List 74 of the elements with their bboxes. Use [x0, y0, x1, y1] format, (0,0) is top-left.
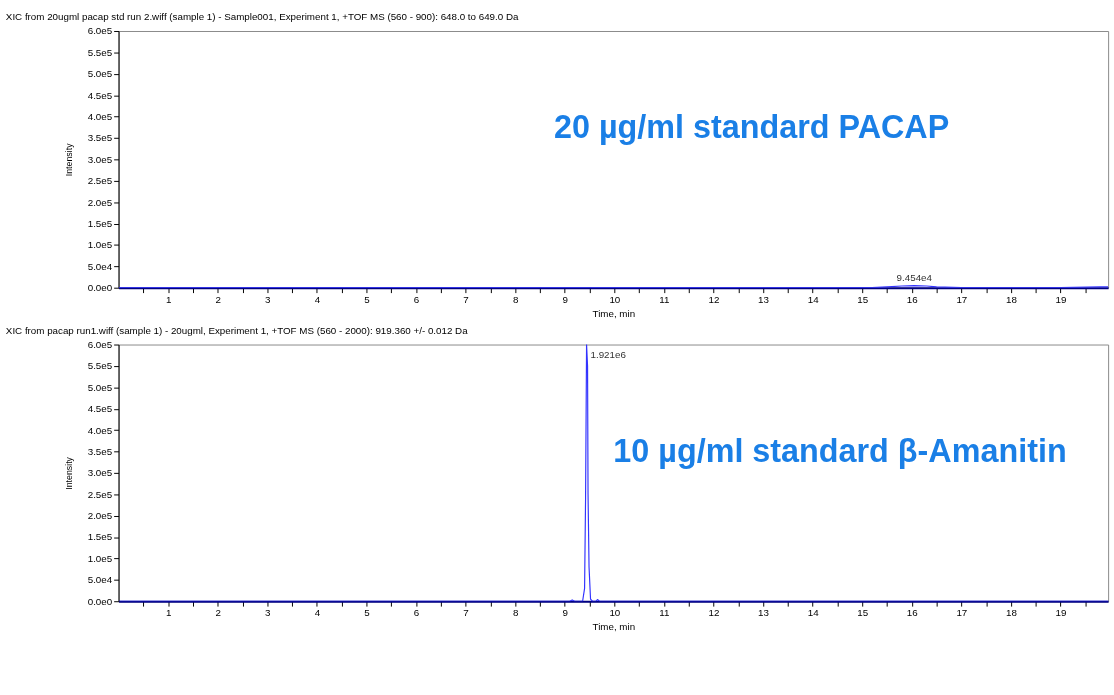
x-tick-label: 1	[165, 607, 172, 619]
x-tick-label: 5	[364, 293, 371, 305]
y-tick-label: 5.5e5	[87, 360, 113, 372]
y-tick-label: 4.0e5	[87, 111, 113, 122]
x-tick-label: 10	[609, 607, 621, 619]
y-tick-label: 3.5e5	[87, 445, 113, 457]
y-tick-label: 1.0e5	[87, 552, 113, 564]
x-tick-label: 13	[758, 607, 770, 619]
x-tick-label: 4	[314, 293, 321, 305]
x-tick-label: 9	[562, 607, 568, 619]
annotation: 20 µg/ml standard PACAP	[553, 109, 950, 146]
y-tick-label: 5.0e5	[87, 381, 113, 393]
y-tick-label: 2.5e5	[87, 175, 113, 187]
x-tick-label: 17	[956, 293, 968, 305]
x-tick-label: 10	[609, 293, 621, 305]
x-axis-title: Time, min	[592, 307, 636, 319]
x-tick-label: 15	[857, 607, 869, 619]
x-tick-label: 5	[364, 607, 371, 619]
y-tick-label: 1.5e5	[87, 217, 113, 229]
y-tick-label: 4.0e5	[87, 424, 113, 436]
y-tick-label: 5.0e4	[87, 574, 113, 586]
x-axis-title: Time, min	[592, 621, 636, 633]
y-tick-label: 0.0e0	[87, 282, 113, 294]
x-tick-label: 19	[1055, 293, 1067, 305]
x-tick-label: 15	[857, 293, 869, 305]
chart-title: XIC from pacap run1.wiff (sample 1) - 20ugml, Experiment 1, +TOF MS (560 - 2000): 919.360 +/- 0.012 Da	[5, 324, 469, 336]
x-tick-label: 7	[463, 607, 469, 619]
x-tick-label: 2	[215, 293, 221, 305]
y-tick-label: 5.5e5	[87, 46, 113, 58]
y-tick-label: 5.0e5	[87, 68, 113, 80]
x-tick-label: 3	[265, 607, 272, 619]
y-tick-label: 2.0e5	[87, 510, 113, 522]
y-axis-title: Intensity	[63, 456, 74, 490]
x-tick-label: 17	[956, 607, 968, 619]
y-tick-label: 3.0e5	[87, 467, 113, 479]
x-tick-label: 14	[807, 607, 820, 619]
y-tick-label: 6.0e5	[87, 338, 113, 350]
x-tick-label: 8	[512, 607, 519, 619]
y-tick-label: 4.5e5	[87, 89, 113, 101]
y-tick-label: 2.0e5	[87, 196, 113, 208]
x-tick-label: 18	[1005, 293, 1018, 305]
y-tick-label: 5.0e4	[87, 260, 113, 272]
y-tick-label: 0.0e0	[87, 595, 113, 607]
x-tick-label: 18	[1005, 607, 1018, 619]
y-tick-label: 3.5e5	[87, 132, 113, 144]
x-tick-label: 1	[165, 293, 172, 305]
x-tick-label: 16	[906, 293, 919, 305]
x-tick-label: 14	[807, 293, 820, 305]
annotation: 1.921e6	[590, 349, 627, 361]
x-tick-label: 12	[708, 607, 720, 619]
x-tick-label: 3	[265, 293, 272, 305]
y-tick-label: 1.5e5	[87, 531, 113, 543]
y-tick-label: 4.5e5	[87, 403, 113, 415]
x-tick-label: 13	[758, 293, 770, 305]
x-tick-label: 9	[562, 293, 568, 305]
x-tick-label: 8	[512, 293, 519, 305]
annotation: 9.454e4	[896, 271, 933, 283]
x-tick-label: 19	[1055, 607, 1067, 619]
y-tick-label: 6.0e5	[87, 25, 113, 37]
annotation: 10 µg/ml standard β-Amanitin	[613, 433, 1067, 470]
y-axis-title: Intensity	[63, 142, 74, 177]
x-tick-label: 2	[215, 607, 221, 619]
x-tick-label: 4	[314, 607, 321, 619]
x-tick-label: 11	[659, 293, 670, 305]
x-tick-label: 7	[463, 293, 469, 305]
x-tick-label: 11	[659, 607, 670, 619]
chart-title: XIC from 20ugml pacap std run 2.wiff (sample 1) - Sample001, Experiment 1, +TOF MS (560 - 900): 648.0 to 649.0 Da	[5, 11, 519, 23]
y-tick-label: 1.0e5	[87, 239, 113, 251]
x-tick-label: 12	[708, 293, 720, 305]
x-tick-label: 6	[413, 293, 420, 305]
x-tick-label: 6	[413, 607, 420, 619]
y-tick-label: 2.5e5	[87, 488, 113, 500]
y-tick-label: 3.0e5	[87, 153, 113, 165]
x-tick-label: 16	[906, 607, 919, 619]
